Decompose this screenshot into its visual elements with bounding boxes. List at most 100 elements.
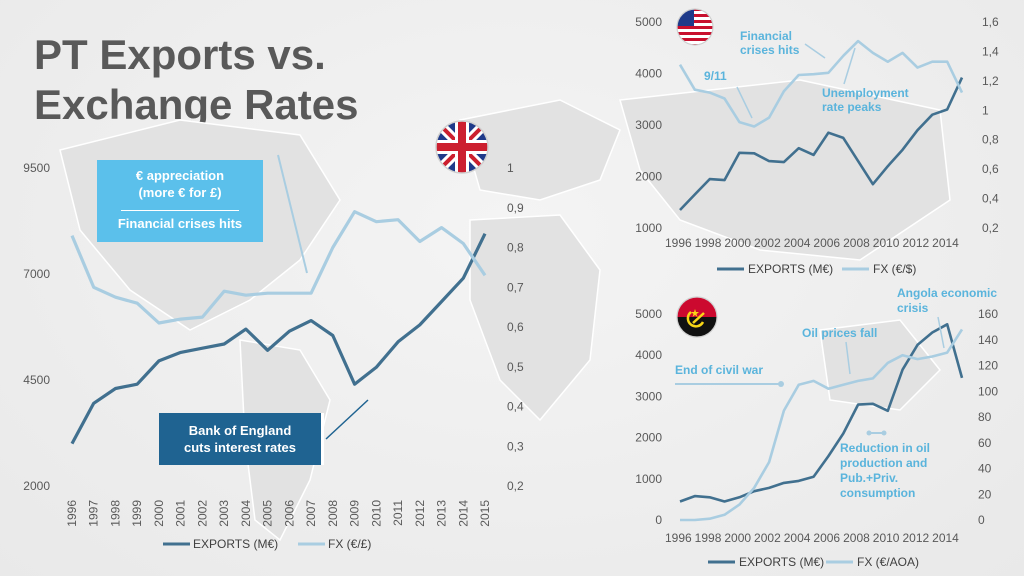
- ao-crisis-leader-line: [937, 316, 945, 349]
- us-annotation-crises-hits: crises hits: [740, 43, 800, 57]
- ao-civil-war-marker: [778, 381, 784, 387]
- ao-annotation-angola-crisis-2: crisis: [897, 301, 929, 315]
- us-annotation-unemployment: Unemployment: [822, 86, 909, 100]
- us-flag-icon: [676, 8, 714, 46]
- uk-y-right-tick: 0,2: [507, 479, 524, 493]
- angola-chart-axes: 0 1000 2000 3000 4000 5000 0 20 40 60 80 100 120 140 1…: [635, 307, 998, 545]
- uk-appreciation-line-2: (more € for £): [138, 185, 222, 200]
- ao-y-left-tick: 1000: [635, 472, 662, 486]
- us-annotation-rate-peaks: rate peaks: [822, 100, 882, 114]
- ao-annotation-reduction-1: Reduction in oil: [840, 441, 930, 455]
- ao-x-tick: 2010: [873, 531, 900, 545]
- us-911-leader-line: [736, 86, 753, 119]
- uk-x-tick: 1999: [130, 500, 144, 527]
- ao-reduction-marker-start: [866, 430, 872, 436]
- title-line-2: Exchange Rates: [34, 81, 359, 128]
- us-y-right-tick: 1,2: [982, 74, 999, 88]
- uk-x-tick: 2006: [282, 500, 296, 527]
- uk-boe-leader-line: [325, 399, 369, 440]
- ao-annotation-reduction-3: Pub.+Priv.: [840, 471, 898, 485]
- us-legend-fx-label: FX (€/$): [873, 262, 916, 276]
- us-x-tick: 2014: [932, 236, 959, 250]
- ao-y-right-tick: 60: [978, 436, 992, 450]
- uk-x-tick: 2009: [348, 500, 362, 527]
- us-x-tick: 1998: [695, 236, 722, 250]
- uk-appreciation-line-1: € appreciation: [135, 168, 225, 183]
- ao-annotation-reduction-2: production and: [840, 456, 927, 470]
- uk-x-tick: 2003: [217, 500, 231, 527]
- uk-y-right-tick: 0,3: [507, 439, 524, 453]
- uk-y-right-tick: 0,4: [507, 400, 524, 414]
- uk-x-tick: 1997: [87, 500, 101, 527]
- us-annotation-financial: Financial: [740, 29, 792, 43]
- uk-y-right-tick: 0,9: [507, 201, 524, 215]
- uk-chart-lines: [70, 210, 487, 445]
- us-x-tick: 2010: [873, 236, 900, 250]
- us-chart-axes: 1000 2000 3000 4000 5000 0,2 0,4 0,6 0,8 1 1,2 1,4 1…: [635, 15, 999, 250]
- uk-legend-exports-label: EXPORTS (M€): [193, 537, 278, 551]
- ao-annotation-reduction-4: consumption: [840, 486, 915, 500]
- uk-x-tick: 2002: [195, 500, 209, 527]
- us-y-right-tick: 1,4: [982, 44, 999, 58]
- ao-y-right-tick: 80: [978, 410, 992, 424]
- ao-x-tick: 2000: [724, 531, 751, 545]
- uk-boe-line-1: Bank of England: [188, 423, 292, 438]
- uk-x-tick: 2010: [369, 500, 383, 527]
- uk-flag-icon: [435, 120, 489, 174]
- ao-series-fx-line: [680, 328, 964, 522]
- ao-y-right-tick: 20: [978, 487, 992, 501]
- us-chart-lines: [678, 39, 964, 211]
- us-y-right-tick: 0,4: [982, 192, 999, 206]
- uk-appreciation-callout: € appreciation (more € for £) Financial …: [97, 160, 263, 242]
- us-chart-legend: EXPORTS (M€) FX (€/$): [717, 262, 916, 276]
- us-y-right-tick: 0,2: [982, 221, 999, 235]
- uk-x-tick: 2013: [435, 500, 449, 527]
- us-legend-exports-label: EXPORTS (M€): [748, 262, 833, 276]
- ao-x-tick: 2012: [902, 531, 929, 545]
- uk-series-fx-line: [70, 210, 487, 325]
- uk-y-left-tick: 7000: [23, 267, 50, 281]
- uk-x-tick: 2008: [326, 500, 340, 527]
- uk-x-tick: 2005: [261, 500, 275, 527]
- us-series-exports-line: [679, 77, 964, 211]
- ao-oil-prices-leader-line: [845, 341, 851, 375]
- us-y-right-tick: 0,6: [982, 162, 999, 176]
- ao-y-right-tick: 40: [978, 462, 992, 476]
- us-annotation-911: 9/11: [704, 69, 727, 83]
- uk-x-tick: 2001: [174, 500, 188, 527]
- us-y-right-tick: 1,6: [982, 15, 999, 29]
- uk-x-tick: 2014: [456, 500, 470, 527]
- ao-y-right-tick: 100: [978, 384, 998, 398]
- us-chart: 1000 2000 3000 4000 5000 0,2 0,4 0,6 0,8 1 1,2 1,4 1…: [635, 15, 999, 276]
- angola-chart: 0 1000 2000 3000 4000 5000 0 20 40 60 80 100 120 140 1…: [635, 286, 998, 569]
- ao-annotation-end-civil-war: End of civil war: [675, 363, 763, 377]
- us-y-left-tick: 3000: [635, 118, 662, 132]
- ao-y-right-tick: 140: [978, 333, 998, 347]
- angola-flag-icon: [676, 296, 718, 338]
- ao-x-tick: 1998: [695, 531, 722, 545]
- us-y-left-tick: 5000: [635, 15, 662, 29]
- us-y-left-tick: 4000: [635, 67, 662, 81]
- uk-x-tick: 1996: [65, 500, 79, 527]
- title-line-1: PT Exports vs.: [34, 31, 326, 78]
- ao-x-tick: 2004: [784, 531, 811, 545]
- uk-x-tick: 2015: [478, 500, 492, 527]
- us-series-fx-line: [678, 39, 964, 128]
- us-x-tick: 2000: [724, 236, 751, 250]
- us-x-tick: 2004: [784, 236, 811, 250]
- ao-series-exports-line: [679, 322, 964, 503]
- us-y-left-tick: 1000: [635, 221, 662, 235]
- uk-chart-axes: 2000 4500 7000 9500 0,2 0,3 0,4 0,5 0,6 0,7 0,8 0,9…: [23, 161, 524, 527]
- uk-boe-callout: Bank of England cuts interest rates: [159, 413, 324, 465]
- us-unemployment-leader-line: [843, 47, 856, 85]
- uk-financial-crises-line: Financial crises hits: [117, 216, 243, 231]
- us-x-tick: 2012: [902, 236, 929, 250]
- page-title: PT Exports vs. Exchange Rates: [34, 30, 358, 130]
- ao-y-left-tick: 5000: [635, 307, 662, 321]
- ao-x-tick: 2006: [813, 531, 840, 545]
- ao-y-left-tick: 4000: [635, 348, 662, 362]
- uk-x-tick: 1998: [108, 500, 122, 527]
- uk-y-right-tick: 0,7: [507, 280, 524, 294]
- ao-x-tick: 2014: [932, 531, 959, 545]
- ao-legend-fx-label: FX (€/AOA): [857, 555, 919, 569]
